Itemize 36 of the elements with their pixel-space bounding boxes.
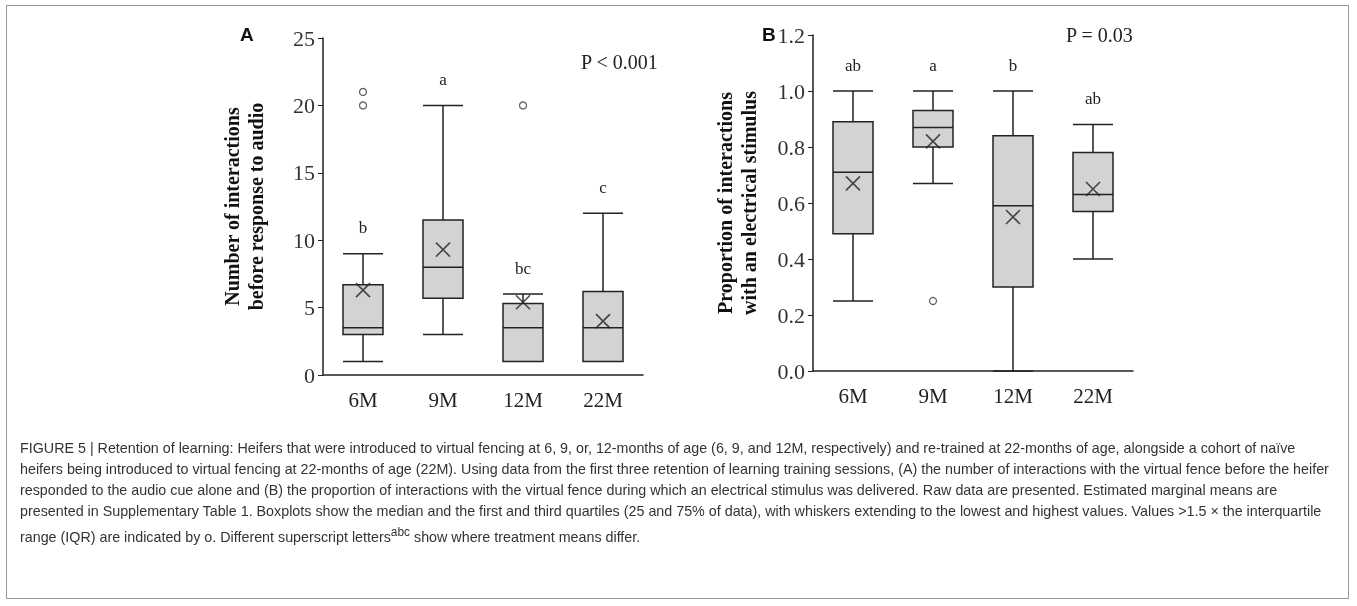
- annotation: ab: [844, 55, 862, 75]
- annotation: b: [1008, 55, 1018, 75]
- y-tick-label: 0: [304, 362, 315, 388]
- x-tick-label: 12M: [503, 387, 544, 412]
- y-tick-label: 0.0: [777, 358, 805, 384]
- x-tick-label: 12M: [993, 383, 1034, 408]
- y-tick-label: 0.8: [777, 134, 805, 160]
- y-tick-label: 0.2: [777, 302, 805, 328]
- chart-title: A: [240, 24, 254, 45]
- x-tick-label: 22M: [1073, 383, 1114, 408]
- annotation: P < 0.001: [581, 51, 658, 73]
- y-tick-label: 1.0: [777, 78, 805, 104]
- y-tick-label: 15: [293, 160, 315, 186]
- y-tick-label: 1.2: [777, 22, 805, 48]
- y-tick-label: 0.4: [777, 246, 805, 272]
- y-tick-label: 25: [293, 25, 315, 51]
- y-tick-label: 10: [293, 227, 315, 253]
- x-tick-label: 22M: [583, 387, 624, 412]
- chart-title: B: [762, 24, 776, 45]
- y-axis-title: Number of interactions before response to audio: [221, 102, 268, 311]
- y-axis-title: Proportion of interactions with an electrical stimulus: [714, 90, 760, 315]
- annotation: ab: [1084, 89, 1102, 109]
- x-tick-label: 9M: [918, 383, 948, 408]
- x-tick-label: 6M: [838, 383, 868, 408]
- y-tick-label: 0.6: [777, 190, 805, 216]
- x-tick-label: 9M: [428, 387, 458, 412]
- annotation: a: [929, 55, 938, 75]
- y-tick-label: 20: [293, 92, 315, 118]
- x-tick-label: 6M: [348, 387, 378, 412]
- annotation: a: [439, 69, 448, 89]
- annotation: b: [358, 218, 368, 238]
- y-tick-label: 5: [304, 295, 315, 321]
- annotation: bc: [514, 258, 532, 278]
- caption: FIGURE 5 | Retention of learning: Heifers that were introduced to virtual fencing at 6, 9, or, 12-months of age (6, 9, and 12M, respectively) and re-trained at 22-months of age, alongside a cohort of naïve heifers being introduced to virtual fencing at 22-months of age (22M). Using data from the first three retention of learning training sessions, (A) the number of interactions with the virtual fence before the heifer responded to the audio cue alone and (B) the proportion of interactions with the virtual fence during which an electrical stimulus was delivered. Raw data are presented. Estimated marginal means are presented in Supplementary Table 1. Boxplots show the median and the first and third quartiles (25 and 75% of data), with whiskers extending to the lowest and highest values. Values >1.5 × the interquartile range (IQR) are indicated by o. Different superscript letters$^{abc}$ show where treatment means differ.: [20, 439, 1330, 547]
- annotation: c: [599, 177, 608, 197]
- annotation: P = 0.03: [1066, 24, 1133, 46]
